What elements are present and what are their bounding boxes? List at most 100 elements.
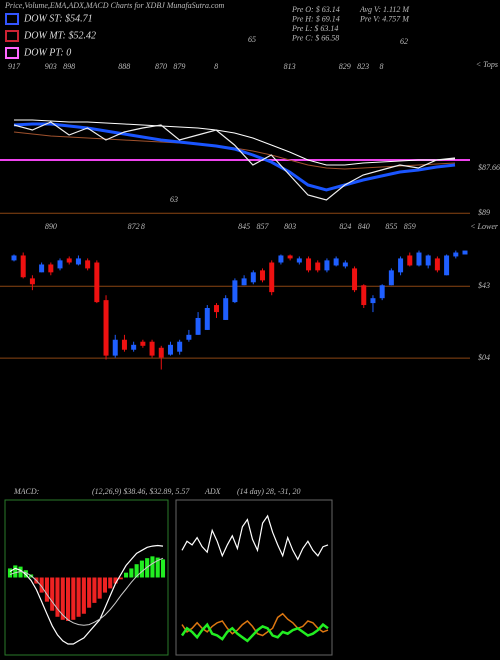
histogram-bar [108,577,113,589]
candle-body [453,252,459,257]
series-line [9,557,164,626]
info-text: Pre O: $ 63.14 [291,5,340,14]
candle-body [149,341,155,356]
candle-body [140,341,146,346]
side-label: < Lower [470,222,499,231]
candle-body [48,264,54,273]
legend-label: DOW MT: $52.42 [23,30,96,41]
x-tick-label: 8 [380,62,384,71]
candle-body [250,272,256,283]
histogram-bar [81,577,86,614]
histogram-bar [160,559,166,578]
candle-body [112,339,118,356]
x-tick-label: 890 [45,222,57,231]
candle-body [29,278,35,285]
histogram-bar [113,577,118,584]
series-line [14,119,456,166]
candle-body [20,255,26,278]
histogram-bar [65,577,71,621]
histogram-bar [13,565,18,578]
x-tick-label: 803 [284,222,296,231]
histogram-bar [60,577,65,620]
annotation: 62 [400,37,408,46]
candle-body [388,270,394,286]
histogram-bar [87,577,92,608]
histogram-bar [129,568,134,578]
candle-body [195,317,201,335]
x-tick-label: 813 [284,62,296,71]
series-line [181,514,329,561]
histogram-bar [50,577,55,611]
histogram-bar [76,577,81,617]
side-label: < Tops [476,60,498,69]
x-tick-label: 870 [155,62,167,71]
candle-body [352,268,358,291]
x-tick-label: 8 [214,62,218,71]
candle-body [11,255,17,261]
x-tick-label: 879 [173,62,185,71]
series-line [181,612,329,637]
candle-body [57,260,63,269]
x-tick-label: 857 [257,222,270,231]
candle-body [75,258,81,265]
candle-body [324,260,330,271]
legend-label: DOW PT: 0 [23,47,71,58]
candle-body [425,255,431,266]
histogram-bar [139,560,144,578]
candle-body [370,298,376,304]
candle-body [186,334,192,340]
candle-body [342,262,348,267]
candle-body [444,255,450,276]
info-text: Pre C: $ 66.58 [291,33,339,42]
legend-swatch [5,47,19,59]
candle-body [213,305,219,313]
histogram-bar [134,564,139,578]
candle-body [462,250,468,255]
histogram-bar [97,577,102,599]
x-tick-label: 8 [141,222,145,231]
info-text: Avg V: 1.112 M [359,5,410,14]
x-tick-label: 840 [358,222,370,231]
candle-body [103,300,109,356]
histogram-bar [92,577,97,603]
panel-title: ADX [204,487,222,496]
candle-body [66,258,72,263]
candle-body [361,285,367,306]
x-tick-label: 855 [385,222,397,231]
histogram-bar [124,572,129,578]
panel-subtitle: (12,26,9) $38.46, $32.89, 5.57 [92,487,190,496]
x-tick-label: 898 [63,62,75,71]
histogram-bar [44,577,49,602]
series-line [9,544,164,645]
page-title: Price,Volume,EMA,ADX,MACD Charts for XDB… [4,1,225,10]
info-text: Pre L: $ 63.14 [291,24,338,33]
candle-body [407,255,413,266]
legend-swatch [5,13,19,25]
candle-body [94,262,100,303]
candle-body [131,344,137,350]
adx-panel [175,499,333,656]
candle-body [177,341,183,352]
candle-body [296,258,302,263]
x-tick-label: 917 [8,62,21,71]
level-label: $87.66 [478,163,500,172]
candle-body [39,264,45,273]
histogram-bar [7,568,13,578]
x-tick-label: 829 [339,62,351,71]
legend-label: DOW ST: $54.71 [23,13,93,24]
series-line [13,121,456,201]
candle-body [204,308,210,330]
histogram-bar [71,577,76,620]
panel-subtitle: (14 day) 28, -31, 20 [237,487,301,496]
histogram-bar [55,577,60,617]
annotation: 65 [248,35,256,44]
candle-body [398,258,404,273]
panel-title: MACD: [13,487,40,496]
x-tick-label: 823 [357,62,369,71]
histogram-bar [102,577,108,593]
x-tick-label: 859 [404,222,416,231]
histogram-bar [118,577,123,580]
